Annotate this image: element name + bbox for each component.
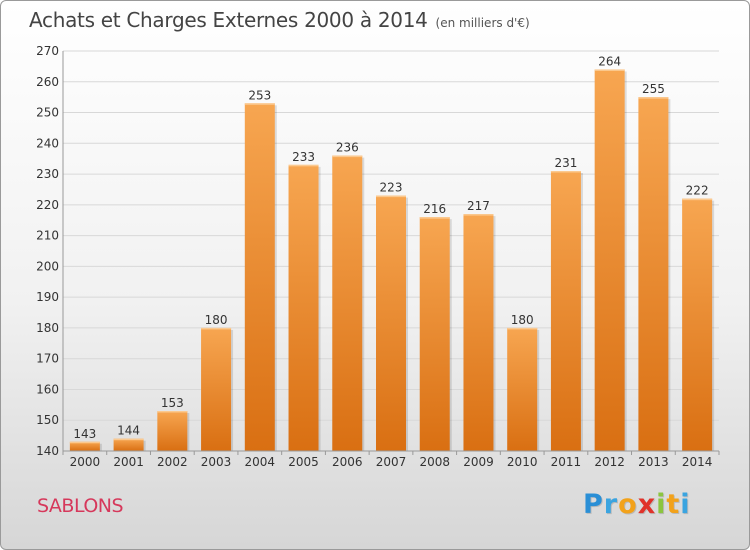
x-tick-label: 2005 xyxy=(288,455,319,469)
commune-name: SABLONS xyxy=(37,495,124,517)
bar-highlight xyxy=(113,438,144,441)
data-label: 253 xyxy=(248,88,271,102)
data-label: 264 xyxy=(598,54,621,68)
y-tick-label: 160 xyxy=(36,382,59,396)
bar xyxy=(550,171,581,451)
bar-highlight xyxy=(550,171,581,173)
y-tick-label: 170 xyxy=(36,352,59,366)
bar xyxy=(244,103,275,452)
bar-highlight xyxy=(682,198,713,201)
logo-letter: i xyxy=(680,489,691,520)
y-tick-label: 210 xyxy=(36,229,59,243)
y-tick-label: 180 xyxy=(36,321,59,335)
x-tick-label: 2010 xyxy=(507,455,538,469)
x-tick-label: 2001 xyxy=(113,455,144,469)
data-label: 236 xyxy=(336,141,359,155)
data-label: 180 xyxy=(511,313,534,327)
chart-subtitle: (en milliers d'€) xyxy=(435,16,530,30)
y-tick-label: 270 xyxy=(36,44,59,58)
logo-letter: t xyxy=(666,489,681,520)
x-tick-label: 2000 xyxy=(70,455,101,469)
logo-letter: r xyxy=(603,489,619,520)
bar xyxy=(113,438,144,451)
bar-highlight xyxy=(419,217,450,219)
x-tick-label: 2002 xyxy=(157,455,188,469)
bar-highlight xyxy=(69,441,100,444)
bar-highlight xyxy=(376,195,406,198)
y-tick-label: 150 xyxy=(36,413,59,427)
y-tick-label: 140 xyxy=(36,444,59,458)
data-label: 216 xyxy=(423,202,446,216)
proxiti-logo: Proxiti xyxy=(583,489,691,520)
bar-highlight xyxy=(157,411,188,413)
x-tick-label: 2012 xyxy=(594,455,625,469)
bar xyxy=(682,198,713,451)
bar-highlight xyxy=(201,327,232,330)
y-tick-label: 190 xyxy=(36,290,59,304)
y-tick-label: 250 xyxy=(36,106,59,120)
bar xyxy=(638,97,669,452)
bar xyxy=(463,214,494,451)
x-tick-label: 2004 xyxy=(245,455,276,469)
y-tick-label: 260 xyxy=(36,75,59,89)
data-label: 217 xyxy=(467,199,490,213)
bar-highlight xyxy=(332,155,363,158)
bar xyxy=(69,441,100,451)
logo-letter: o xyxy=(618,489,638,520)
bar xyxy=(201,327,232,451)
bar-highlight xyxy=(463,214,494,216)
x-tick-label: 2014 xyxy=(682,455,713,469)
bar xyxy=(288,164,319,451)
bar xyxy=(157,411,188,451)
x-tick-label: 2003 xyxy=(201,455,232,469)
data-label: 180 xyxy=(205,313,228,327)
y-tick-label: 230 xyxy=(36,167,59,181)
data-label: 153 xyxy=(161,396,184,410)
bars: 143 144 153 180 253 233 236 223 216 217 180 231 264 2… xyxy=(69,54,715,452)
data-label: 222 xyxy=(686,184,709,198)
x-tick-label: 2007 xyxy=(376,455,407,469)
x-axis: 2000 2001 2002 2003 2004 2005 2006 2007 2008 2009… xyxy=(62,450,720,469)
data-label: 231 xyxy=(554,156,577,170)
x-tick-label: 2013 xyxy=(638,455,669,469)
x-tick-label: 2006 xyxy=(332,455,363,469)
chart-title: Achats et Charges Externes 2000 à 2014 (e… xyxy=(29,8,530,32)
bar-highlight xyxy=(288,164,319,167)
data-label: 223 xyxy=(380,181,403,195)
data-label: 233 xyxy=(292,150,315,164)
bar-highlight xyxy=(638,97,669,99)
bar xyxy=(419,217,450,451)
bar-highlight xyxy=(507,327,538,330)
chart-title-text: Achats et Charges Externes 2000 à 2014 xyxy=(29,8,428,32)
bar xyxy=(376,195,406,451)
bar-highlight xyxy=(594,69,625,71)
x-tick-label: 2009 xyxy=(463,455,494,469)
bar xyxy=(594,69,625,451)
logo-letter: x xyxy=(637,489,657,520)
logo-letter: i xyxy=(656,489,667,520)
data-label: 255 xyxy=(642,82,665,96)
bar-highlight xyxy=(244,103,275,105)
x-tick-label: 2008 xyxy=(419,455,450,469)
y-tick-label: 200 xyxy=(36,259,59,273)
logo-letter: P xyxy=(583,489,604,520)
bar xyxy=(507,327,538,451)
bar xyxy=(332,155,363,451)
y-tick-label: 220 xyxy=(36,198,59,212)
data-label: 144 xyxy=(117,424,140,438)
y-axis: 140 150 160 170 180 190 200 210 220 230 240 250 260 2… xyxy=(36,44,64,458)
x-tick-label: 2011 xyxy=(551,455,582,469)
data-label: 143 xyxy=(73,427,96,441)
y-tick-label: 240 xyxy=(36,136,59,150)
